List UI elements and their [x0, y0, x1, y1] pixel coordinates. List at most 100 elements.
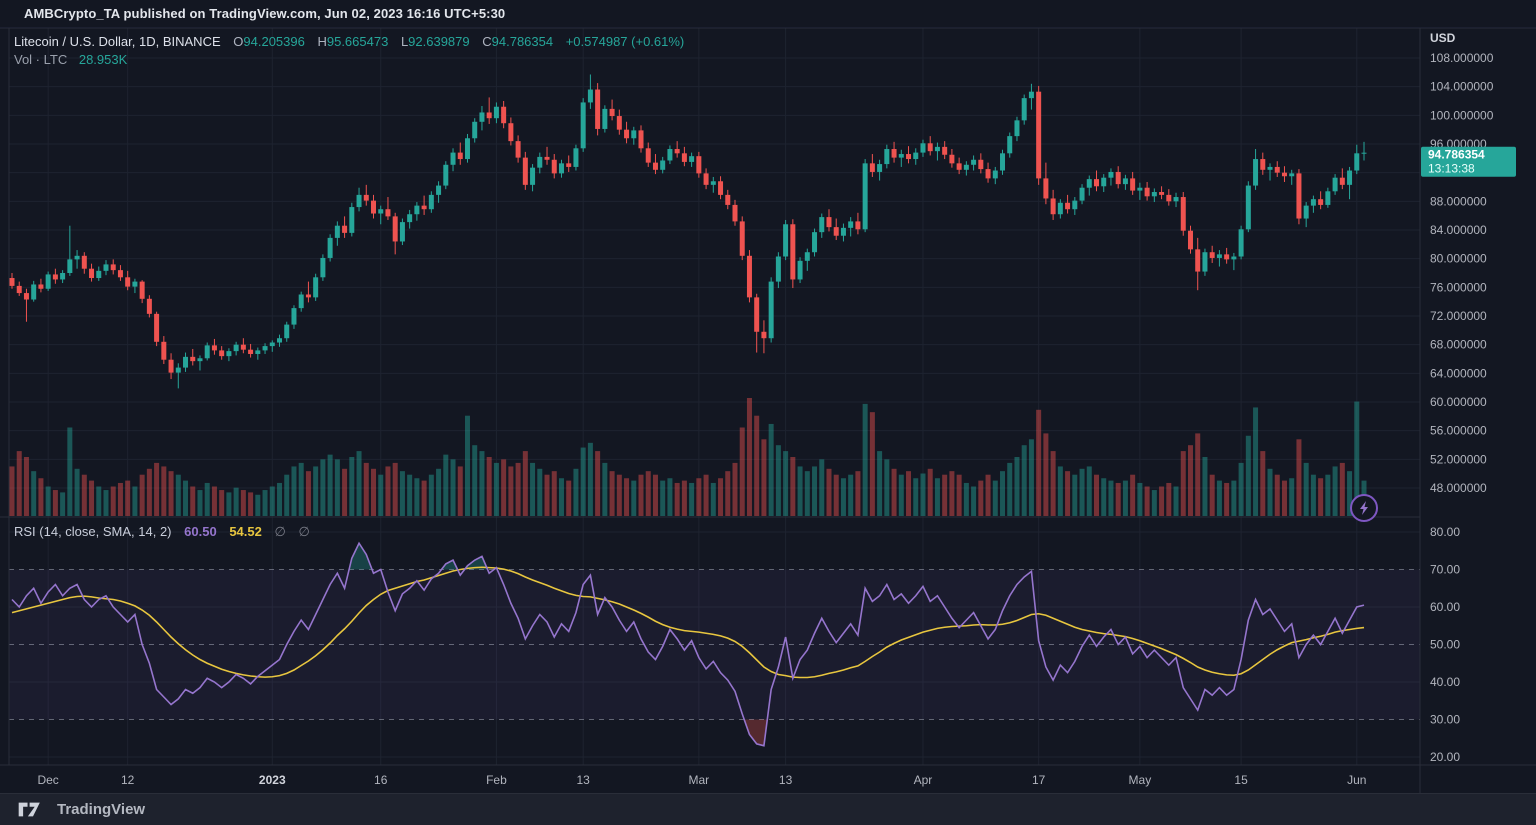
symbol-title[interactable]: Litecoin / U.S. Dollar, 1D, BINANCE [14, 34, 221, 49]
volume-bar [1224, 482, 1230, 516]
volume-bar [1245, 435, 1251, 516]
close-value: 94.786354 [491, 34, 554, 49]
volume-bar [624, 478, 630, 516]
candle-body [291, 308, 297, 325]
candle-body [992, 170, 998, 179]
volume-bar [934, 478, 940, 516]
volume-bar [1072, 474, 1078, 516]
candle-body [826, 217, 832, 228]
svg-text:May: May [1129, 773, 1152, 787]
volume-bar [551, 471, 557, 516]
candle-body [1115, 171, 1121, 185]
candle-body [125, 277, 131, 287]
volume-bar [884, 459, 890, 516]
volume-bar [240, 490, 246, 516]
candle-body [530, 167, 536, 185]
volume-bar [660, 480, 666, 516]
volume-bar [399, 471, 405, 516]
volume-bar [1310, 474, 1316, 516]
volume-bar [1253, 407, 1259, 516]
publisher-text: AMBCrypto_TA published on TradingView.co… [24, 6, 506, 21]
candle-body [67, 259, 73, 273]
time-scale[interactable]: Dec 12 2023 16 Feb 13 Mar 13 Apr 17 May 15 Jun [37, 773, 1366, 787]
candle-body [1281, 172, 1287, 177]
rsi-title[interactable]: RSI (14, close, SMA, 14, 2) [14, 524, 172, 539]
price-scale[interactable]: USD 48.000000 52.000000 56.000000 60.000000 6… [1430, 31, 1494, 764]
volume-bar [1180, 451, 1186, 516]
candle-body [284, 324, 290, 339]
candle-body [754, 297, 760, 332]
candle-body [725, 194, 731, 205]
rsi-legend: RSI (14, close, SMA, 14, 2) 60.50 54.52 … [14, 524, 310, 540]
svg-text:60.000000: 60.000000 [1430, 395, 1487, 409]
rsi-ma-value: 54.52 [229, 524, 262, 539]
candle-body [566, 163, 572, 167]
volume-bar [269, 486, 275, 516]
volume-bar [1000, 471, 1006, 516]
candle-body [761, 331, 767, 339]
volume-bar [342, 468, 348, 516]
volume-bar [804, 471, 810, 516]
volume-bar [949, 471, 955, 516]
candle-body [1057, 202, 1063, 215]
volume-bar [1354, 401, 1360, 516]
rsi-value: 60.50 [184, 524, 217, 539]
volume-label[interactable]: Vol · LTC [14, 52, 68, 67]
candle-body [956, 163, 962, 170]
volume-bar [486, 457, 492, 516]
candle-body [428, 194, 434, 210]
rsi-pane[interactable] [9, 541, 1420, 747]
volume-value: 28.953K [78, 52, 128, 67]
svg-text:88.000000: 88.000000 [1430, 194, 1487, 208]
svg-text:40.00: 40.00 [1430, 675, 1460, 689]
footer-brand-text[interactable]: TradingView [57, 801, 146, 818]
close-label: C [482, 34, 492, 49]
volume-bar [1195, 433, 1201, 516]
candle-body [739, 221, 745, 256]
svg-text:84.000000: 84.000000 [1430, 223, 1487, 237]
volume-bar [248, 492, 254, 516]
volume-bar [31, 471, 37, 516]
candle-body [421, 205, 427, 210]
candle-body [1347, 170, 1353, 185]
tradingview-logo-icon[interactable] [18, 801, 48, 818]
volume-bar [291, 466, 297, 516]
volume-bar [602, 462, 608, 516]
volume-bar [1289, 478, 1295, 516]
volume-bar [609, 471, 615, 516]
volume-bar [1086, 466, 1092, 516]
candle-body [971, 159, 977, 165]
volume-bar [739, 427, 745, 516]
volume-bar [125, 480, 131, 516]
candle-body [638, 130, 644, 149]
candle-body [1028, 91, 1034, 99]
volume-bar [233, 487, 239, 516]
volume-bar [190, 486, 196, 516]
volume-bar [927, 468, 933, 516]
candles [9, 74, 1367, 389]
volume-bar [117, 482, 123, 516]
volume-bar [262, 490, 268, 516]
candle-body [913, 152, 919, 160]
candle-body [154, 313, 160, 342]
flash-boost-button[interactable] [1350, 494, 1378, 522]
volume-bar [891, 468, 897, 516]
candle-body [501, 106, 507, 124]
svg-text:68.000000: 68.000000 [1430, 338, 1487, 352]
candle-body [703, 173, 709, 185]
volume-bar [450, 459, 456, 516]
candle-body [862, 163, 868, 230]
candle-body [81, 255, 87, 269]
candle-body [1332, 177, 1338, 192]
candle-body [334, 225, 340, 238]
candle-body [1108, 171, 1114, 178]
candle-body [168, 359, 174, 373]
svg-text:80.000000: 80.000000 [1430, 252, 1487, 266]
high-label: H [317, 34, 327, 49]
volume-bar [1202, 457, 1208, 516]
candle-body [1274, 166, 1280, 173]
candle-body [1166, 194, 1172, 202]
candle-body [812, 232, 818, 253]
candle-body [117, 270, 123, 278]
